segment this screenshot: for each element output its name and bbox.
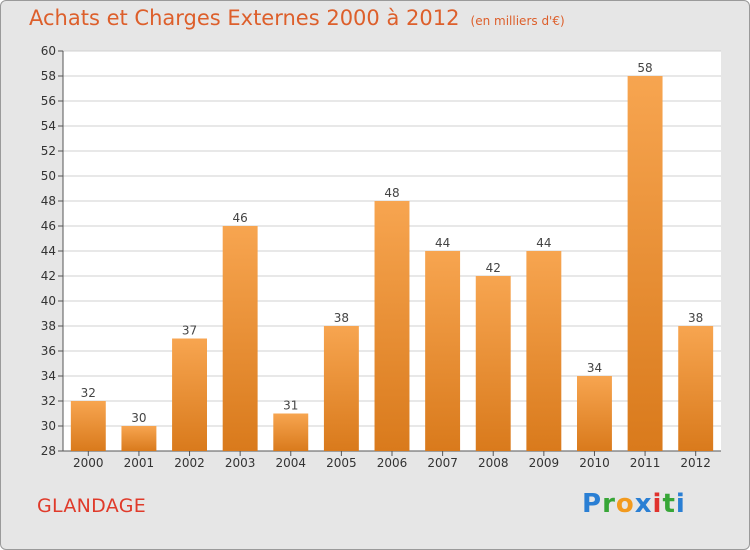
bar — [374, 201, 410, 451]
bar-value-label: 38 — [688, 311, 703, 325]
bar — [222, 226, 258, 451]
bar-value-label: 38 — [334, 311, 349, 325]
bar-value-label: 32 — [81, 386, 96, 400]
logo-letter: o — [615, 489, 635, 519]
y-tick-label: 34 — [41, 369, 56, 383]
bar — [70, 401, 106, 451]
bar-value-label: 44 — [536, 236, 551, 250]
chart-unit-note: (en milliers d'€) — [470, 14, 565, 28]
logo-letter: P — [582, 489, 603, 519]
bar — [475, 276, 511, 451]
bar-value-label: 34 — [587, 361, 602, 375]
logo-letter: i — [675, 489, 686, 519]
bar-value-label: 48 — [384, 186, 399, 200]
y-tick-label: 44 — [41, 244, 56, 258]
y-tick-label: 30 — [41, 419, 56, 433]
commune-name: GLANDAGE — [37, 495, 147, 517]
bar — [526, 251, 562, 451]
chart-title: Achats et Charges Externes 2000 à 2012 (… — [29, 6, 565, 30]
y-tick-label: 42 — [41, 269, 56, 283]
logo-letter: r — [602, 489, 616, 519]
y-tick-label: 40 — [41, 294, 56, 308]
bar-value-label: 44 — [435, 236, 450, 250]
bar-value-label: 37 — [182, 324, 197, 338]
bar — [121, 426, 157, 451]
y-tick-label: 46 — [41, 219, 56, 233]
y-tick-label: 50 — [41, 169, 56, 183]
logo-letter: x — [634, 489, 653, 519]
y-tick-label: 60 — [41, 44, 56, 58]
bar — [425, 251, 461, 451]
bar — [273, 413, 309, 451]
proxiti-logo: Proxiti — [582, 489, 686, 519]
logo-letter: t — [662, 489, 676, 519]
x-tick-label: 2006 — [377, 456, 408, 470]
bar-value-label: 58 — [637, 61, 652, 75]
chart-title-text: Achats et Charges Externes 2000 à 2012 — [29, 6, 460, 30]
x-tick-label: 2008 — [478, 456, 509, 470]
x-tick-label: 2010 — [579, 456, 610, 470]
y-tick-label: 38 — [41, 319, 56, 333]
y-tick-label: 54 — [41, 119, 56, 133]
x-tick-label: 2003 — [225, 456, 256, 470]
y-tick-label: 32 — [41, 394, 56, 408]
bar-value-label: 46 — [233, 211, 248, 225]
x-tick-label: 2002 — [174, 456, 205, 470]
x-tick-label: 2004 — [275, 456, 306, 470]
bar — [678, 326, 714, 451]
x-tick-label: 2005 — [326, 456, 357, 470]
bar — [576, 376, 612, 451]
x-tick-label: 2012 — [680, 456, 711, 470]
x-tick-label: 2007 — [427, 456, 458, 470]
x-tick-label: 2009 — [529, 456, 560, 470]
logo-letter: i — [652, 489, 663, 519]
bar — [627, 76, 663, 451]
y-tick-label: 36 — [41, 344, 56, 358]
x-tick-label: 2001 — [124, 456, 155, 470]
y-tick-label: 28 — [41, 444, 56, 458]
y-tick-label: 56 — [41, 94, 56, 108]
x-tick-label: 2000 — [73, 456, 104, 470]
bar-value-label: 31 — [283, 399, 298, 413]
y-tick-label: 58 — [41, 69, 56, 83]
bar — [323, 326, 359, 451]
bar-value-label: 30 — [131, 411, 146, 425]
y-tick-label: 52 — [41, 144, 56, 158]
bar — [172, 338, 208, 451]
x-tick-label: 2011 — [630, 456, 661, 470]
bar-value-label: 42 — [486, 261, 501, 275]
y-tick-label: 48 — [41, 194, 56, 208]
